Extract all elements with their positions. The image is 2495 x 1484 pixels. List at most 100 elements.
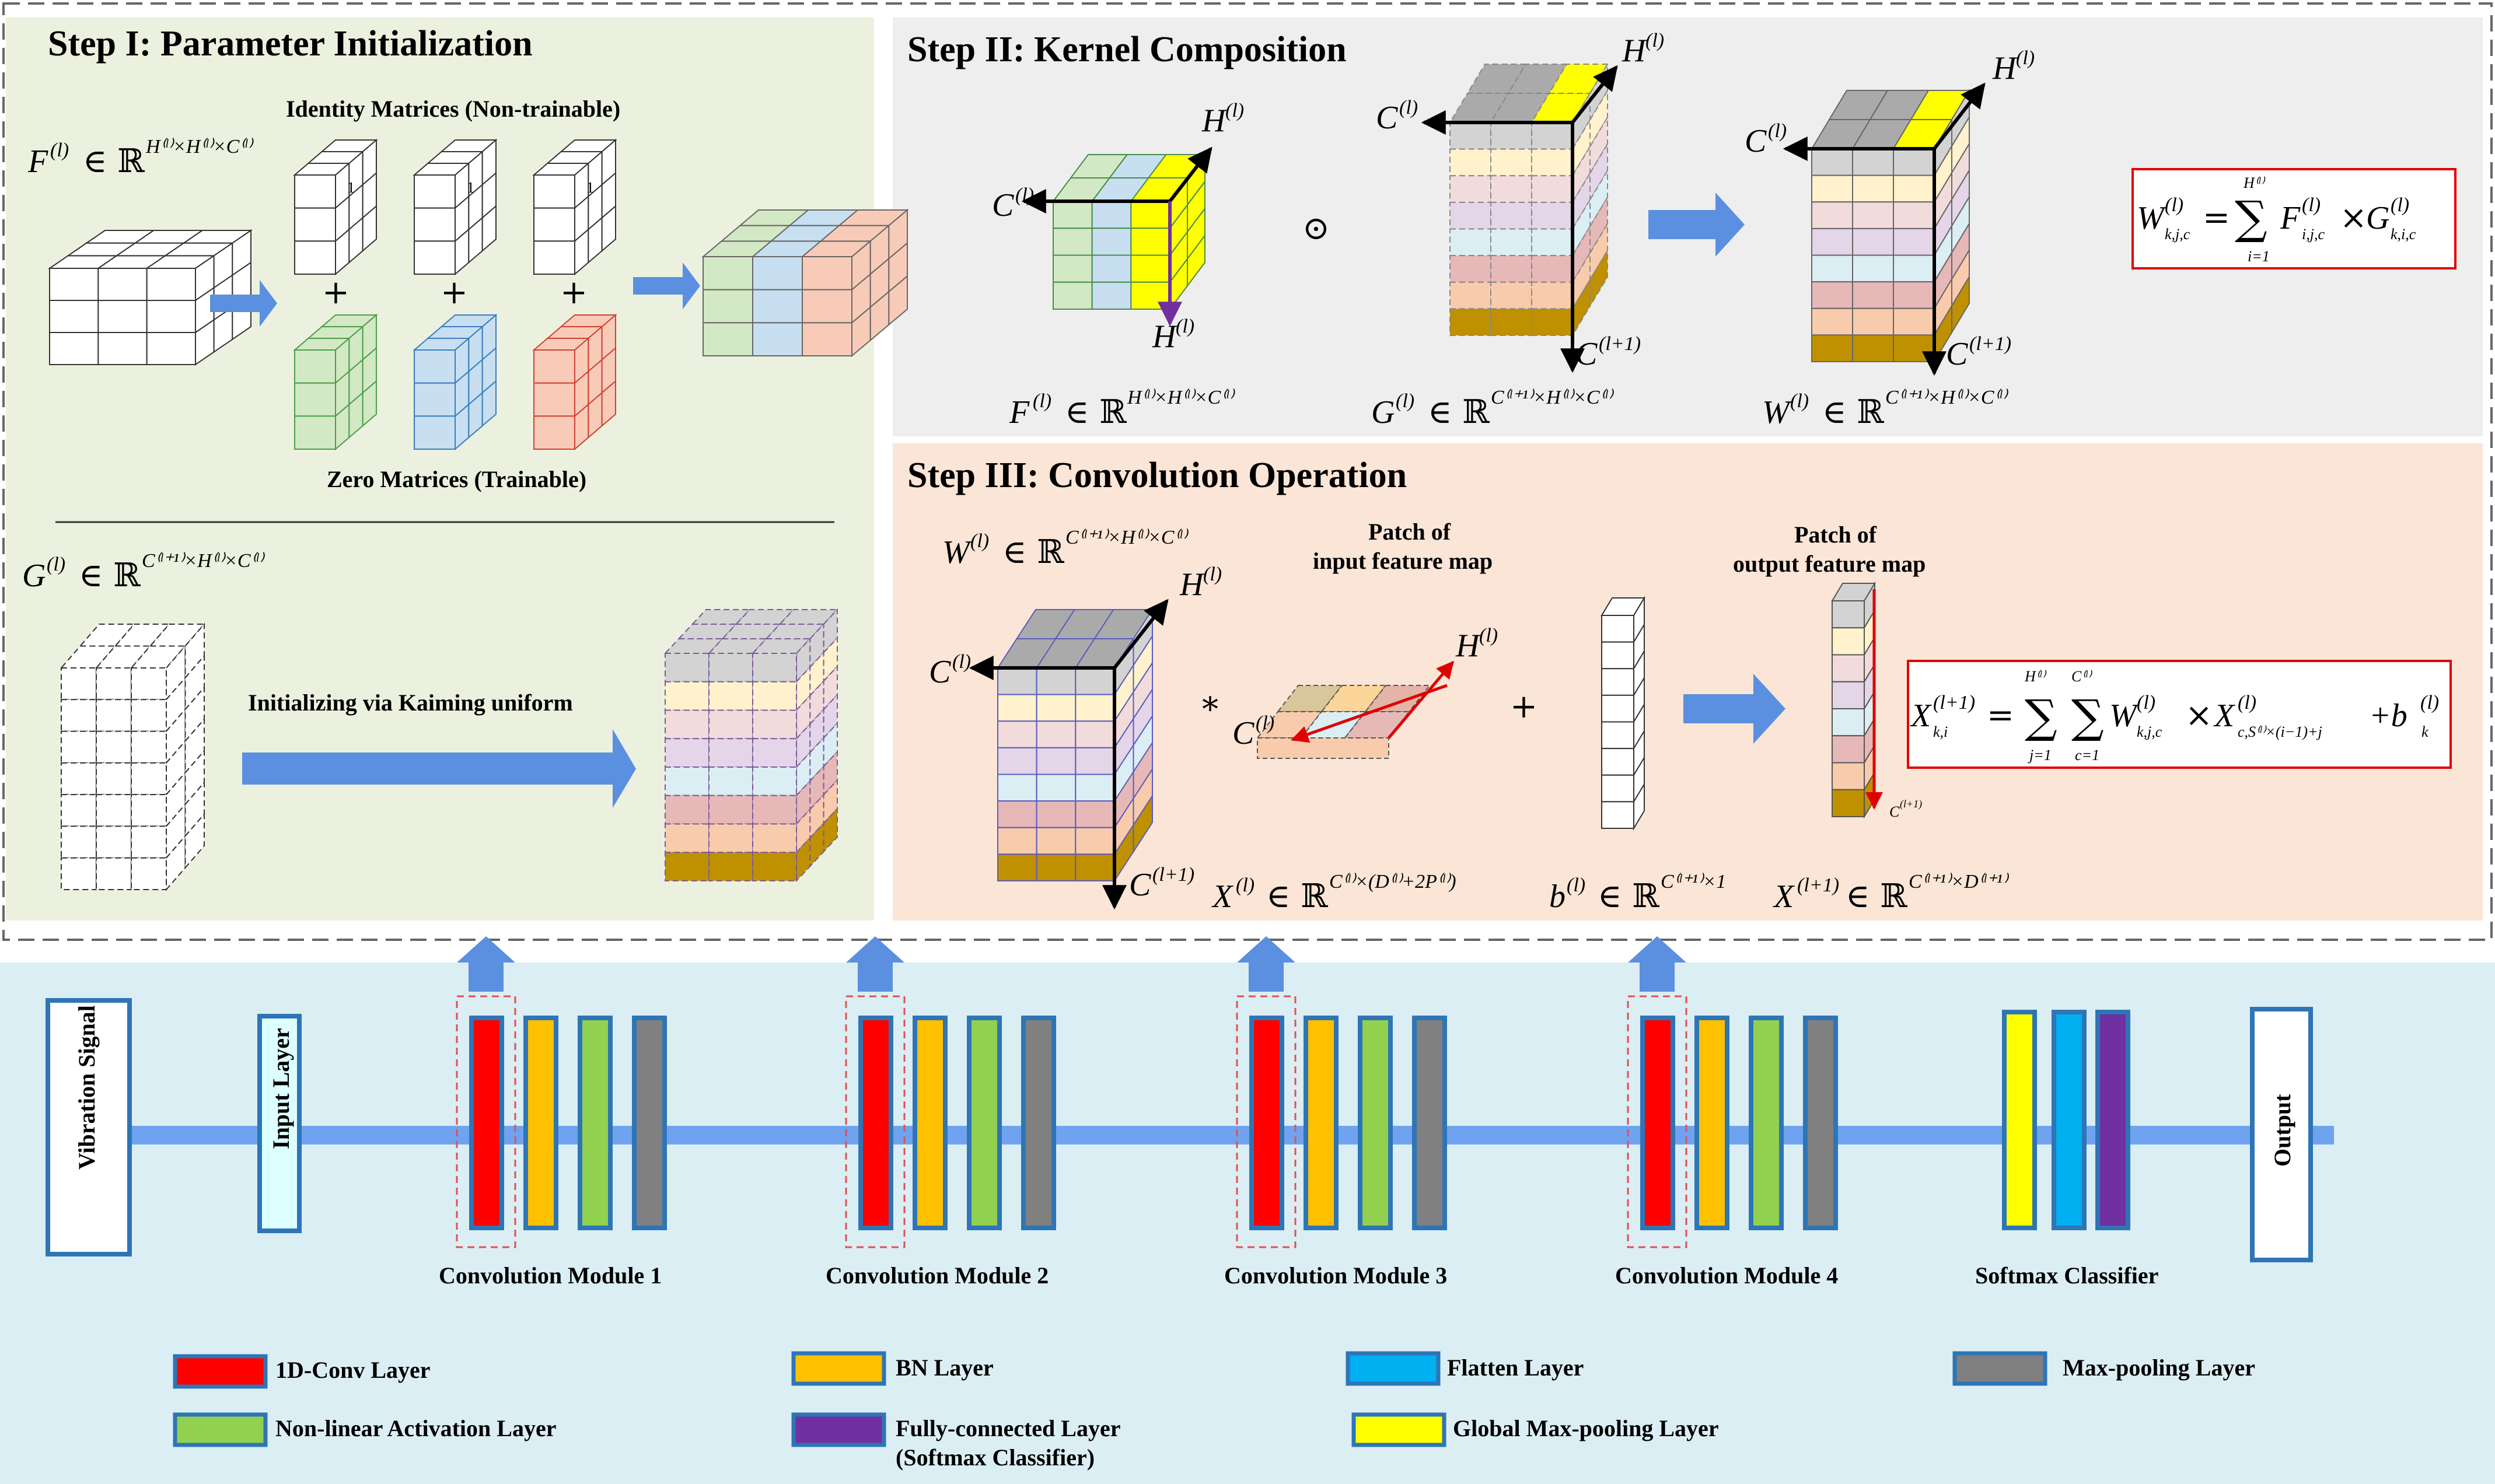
G-dashed-cube-front-cell	[131, 794, 167, 827]
s3-patch-H-sup: (l)	[1479, 625, 1498, 646]
combined-F-cube-front-cell	[703, 289, 753, 324]
s3-W-cube-front-cell	[1075, 853, 1116, 881]
pool-layer-bar	[1803, 1016, 1838, 1230]
G-init-cube-front-cell	[665, 738, 710, 768]
s3-W-cube-front-cell	[1075, 800, 1116, 828]
s3-formula-sum2-top: C⁽ˡ⁾	[2071, 668, 2092, 685]
s3-W-cube-front-cell	[997, 747, 1037, 775]
F-white-cube-front-cell	[146, 332, 197, 365]
s3-W-C1-sup: (l+1)	[1152, 864, 1194, 886]
s3-b-dim: C⁽ˡ⁺¹⁾×1	[1661, 871, 1726, 892]
combined-F-cube-front-cell	[752, 289, 803, 324]
G-init-cube-front-cell	[708, 653, 753, 682]
F-white-cube-front-cell	[49, 268, 99, 301]
G-init-cube-front-cell	[752, 794, 797, 825]
G-init-cube-front-cell	[708, 823, 753, 853]
s2-W-cube-side-cell	[1951, 274, 1970, 335]
module-3-label: Convolution Module 3	[1224, 1262, 1447, 1289]
s3-formula-lhs-sup: (l+1)	[1933, 692, 1975, 713]
s2-G-cube-front-cell	[1449, 201, 1491, 230]
s2-F-Hdown-sup: (l)	[1176, 316, 1194, 337]
s2-G-cube-side-cell	[1589, 248, 1608, 309]
G-symbol: G	[22, 558, 46, 594]
s2-F-H-axis: H	[1201, 103, 1227, 139]
s2-W-C1-sup: (l+1)	[1969, 333, 2011, 355]
up-arrow	[457, 936, 515, 992]
F-white-cube-front-cell	[146, 300, 197, 333]
G-init-cube-front-cell	[752, 852, 797, 881]
s3-W-cube-front-cell	[997, 853, 1037, 881]
G-init-cube-front-cell	[708, 709, 753, 740]
s3-bias-column-front-cell	[1601, 801, 1634, 829]
s2-formula-sum-bot: i=1	[2248, 248, 2270, 265]
identity-one: 1	[347, 179, 355, 196]
G-dashed-cube-front-cell	[131, 762, 167, 796]
s2-G-dim: C⁽ˡ⁺¹⁾×H⁽ˡ⁾×C⁽ˡ⁾	[1491, 387, 1615, 408]
s3-formula-b-sup: (l)	[2420, 692, 2439, 713]
s3-W-cube-front-cell	[997, 694, 1037, 722]
up-arrow	[1237, 936, 1295, 992]
s3-formula-box	[1907, 660, 2452, 769]
s3-W-H-sup: (l)	[1203, 564, 1222, 585]
s3-formula-W: W	[2109, 698, 2139, 734]
s2-W-cube-front-cell	[1811, 281, 1853, 309]
s3-formula-lhs: X	[1910, 698, 1933, 734]
s2-W-cube-front-cell	[1852, 334, 1894, 362]
s2-G-H-axis: H	[1622, 33, 1647, 69]
init-arrow	[242, 729, 636, 808]
zero-matrix-side-cell	[601, 380, 616, 428]
s3-b-sup: (l)	[1567, 874, 1585, 896]
G-dashed-cube-front-cell	[131, 699, 167, 732]
s2-G-label: G	[1371, 394, 1395, 430]
s2-F-cube-front-cell	[1091, 254, 1132, 283]
s3-W-cube-front-cell	[1036, 667, 1077, 695]
G-init-cube-front-cell	[752, 709, 797, 740]
s3-W-cube-front-cell	[997, 667, 1037, 695]
s2-F-C-axis: C	[992, 187, 1014, 223]
s3-W-cube-front-cell	[1036, 747, 1077, 775]
s2-W-cube-front-cell	[1811, 307, 1853, 336]
s3-X1-label: X	[1773, 878, 1795, 915]
G-init-cube-front-cell	[752, 653, 797, 682]
s3-bias-column-front-cell	[1601, 641, 1634, 670]
act-layer-bar	[1358, 1016, 1393, 1230]
s3-formula-eq: =	[1987, 696, 2014, 734]
G-dashed-cube-front-cell	[96, 825, 132, 859]
s2-formula-lhs-sub: k,j,c	[2165, 226, 2190, 243]
s2-G-cube-front-cell	[1490, 122, 1532, 150]
G-init-cube-front-cell	[708, 766, 753, 796]
s3-patch-front	[1257, 737, 1389, 759]
s3-formula-W-sup: (l)	[2137, 692, 2155, 713]
s3-W-C-axis: C	[929, 654, 951, 690]
G-dashed-cube-top-cell	[149, 624, 206, 647]
classifier-layer-bar	[2095, 1010, 2130, 1230]
s2-G-cube-front-cell	[1490, 148, 1532, 177]
s3-formula-X-sub: c,S⁽ˡ⁾×(i−1)+j	[2238, 723, 2322, 740]
s3-b-label: b	[1549, 878, 1566, 915]
s3-formula-lhs-sub: k,i	[1933, 723, 1948, 740]
s2-F-cube-front-cell	[1130, 254, 1171, 283]
s2-G-cube-front-cell	[1449, 281, 1491, 310]
G-init-cube-top-cell	[765, 624, 825, 639]
s2-F-cube-front-cell	[1053, 228, 1093, 256]
s2-G-cube-front-cell	[1449, 148, 1491, 177]
F-white-cube-front-cell	[97, 300, 148, 333]
s2-formula-sum-top: H⁽ˡ⁾	[2243, 174, 2266, 191]
identity-matrix-side-cell	[362, 205, 377, 253]
pool-layer-bar	[1412, 1016, 1447, 1230]
s3-W-in-R: ∈ ℝ	[1002, 533, 1065, 571]
s3-patch-in-1: Patch of	[1368, 519, 1451, 545]
s2-W-cube-front-cell	[1811, 201, 1853, 229]
conv-layer-bar	[469, 1016, 504, 1230]
s2-G-cube-front-cell	[1531, 255, 1573, 283]
s2-F-H-sup: (l)	[1225, 100, 1244, 121]
G-dashed-cube-front-cell	[96, 730, 132, 764]
plus-2: +	[441, 274, 468, 312]
s2-W-cube-front-cell	[1852, 148, 1894, 176]
s2-W-cube-front-cell	[1893, 174, 1935, 203]
s2-G-axis-H	[1571, 65, 1618, 124]
s2-W-cube-front-cell	[1852, 254, 1894, 283]
s3-W-C-sup: (l)	[952, 651, 971, 673]
s3-formula-b-sub: k	[2421, 723, 2428, 740]
bn-layer-bar	[1304, 1016, 1339, 1230]
